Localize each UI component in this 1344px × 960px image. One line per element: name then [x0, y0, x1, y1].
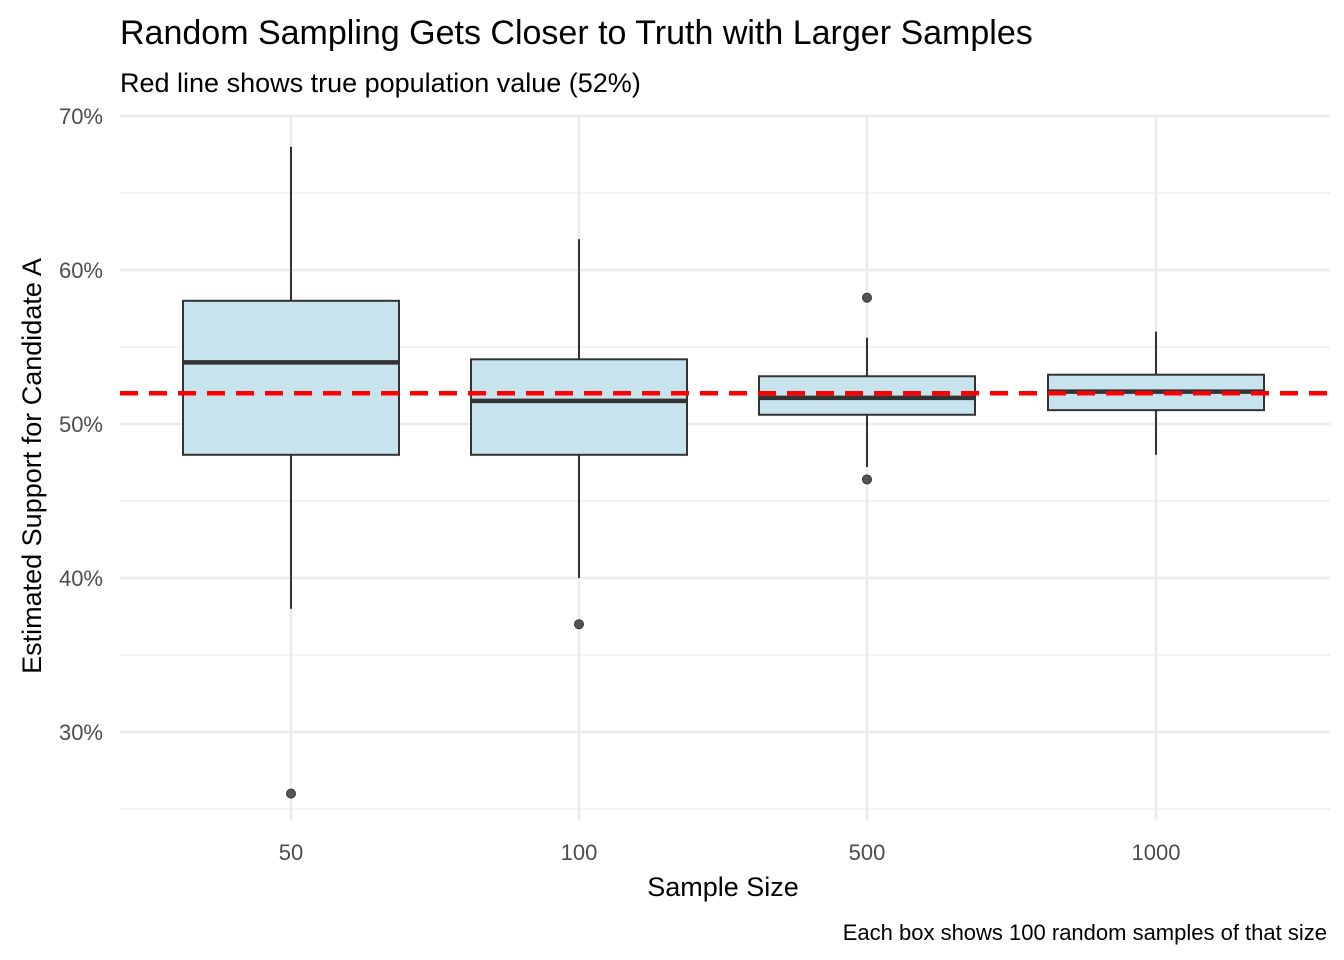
box-500 — [758, 292, 976, 485]
outlier-point — [862, 292, 872, 303]
x-tick-label: 50 — [279, 840, 303, 865]
major-gridlines — [120, 114, 1330, 820]
x-axis-label: Sample Size — [647, 872, 799, 902]
y-axis-label: Estimated Support for Candidate A — [17, 258, 47, 674]
outlier-point — [574, 619, 584, 630]
y-tick-label: 40% — [59, 566, 103, 591]
box-body — [470, 358, 688, 456]
y-tick-label: 50% — [59, 412, 103, 437]
x-tick-label: 100 — [561, 840, 598, 865]
box-layer — [182, 146, 1265, 799]
x-axis-ticks: 50 100 500 1000 — [279, 840, 1181, 865]
box-100 — [470, 239, 688, 630]
outlier-point — [286, 788, 296, 799]
y-tick-label: 70% — [59, 104, 103, 129]
box-body — [758, 375, 976, 416]
chart-subtitle: Red line shows true population value (52… — [120, 68, 641, 98]
outlier-point — [862, 474, 872, 485]
box-50 — [182, 146, 400, 799]
x-tick-label: 1000 — [1132, 840, 1181, 865]
y-tick-label: 60% — [59, 258, 103, 283]
y-tick-label: 30% — [59, 720, 103, 745]
y-axis-ticks: 30% 40% 50% 60% 70% — [59, 104, 103, 745]
minor-gridlines — [120, 192, 1330, 810]
chart-caption: Each box shows 100 random samples of tha… — [843, 920, 1327, 945]
x-tick-label: 500 — [849, 840, 886, 865]
chart-title: Random Sampling Gets Closer to Truth wit… — [120, 14, 1033, 52]
box-body — [182, 299, 400, 456]
